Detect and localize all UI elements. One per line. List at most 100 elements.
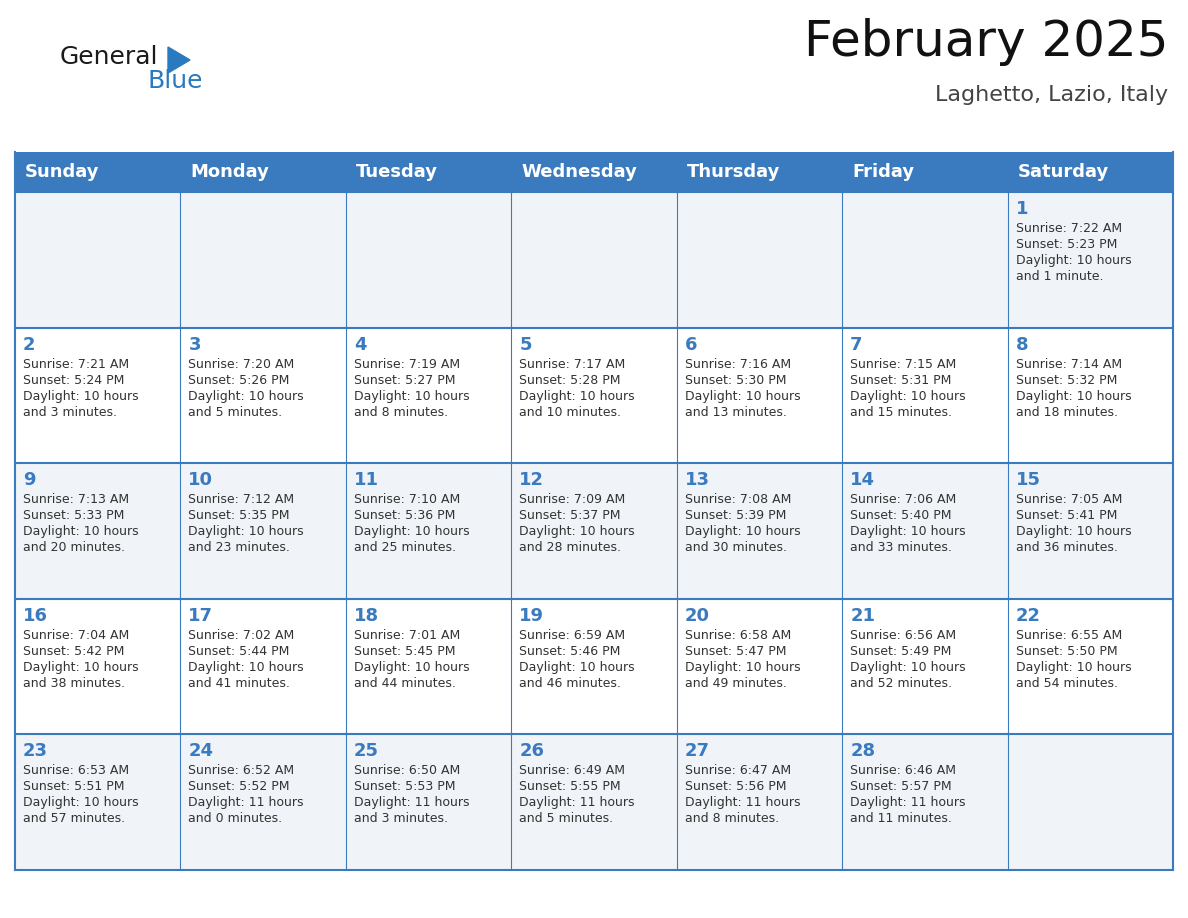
Text: and 8 minutes.: and 8 minutes. (684, 812, 779, 825)
Text: 5: 5 (519, 336, 532, 353)
Text: Sunrise: 7:12 AM: Sunrise: 7:12 AM (189, 493, 295, 506)
Text: Sunrise: 7:04 AM: Sunrise: 7:04 AM (23, 629, 129, 642)
Text: Sunset: 5:35 PM: Sunset: 5:35 PM (189, 509, 290, 522)
FancyBboxPatch shape (511, 152, 677, 192)
Text: 9: 9 (23, 471, 36, 489)
Text: 22: 22 (1016, 607, 1041, 625)
Text: Sunrise: 7:21 AM: Sunrise: 7:21 AM (23, 358, 129, 371)
Text: and 3 minutes.: and 3 minutes. (354, 812, 448, 825)
Text: and 20 minutes.: and 20 minutes. (23, 542, 125, 554)
Text: Sunrise: 7:05 AM: Sunrise: 7:05 AM (1016, 493, 1121, 506)
Text: and 11 minutes.: and 11 minutes. (851, 812, 952, 825)
Text: Sunset: 5:26 PM: Sunset: 5:26 PM (189, 374, 290, 386)
FancyBboxPatch shape (842, 152, 1007, 192)
Text: Daylight: 10 hours: Daylight: 10 hours (851, 389, 966, 403)
Text: Daylight: 10 hours: Daylight: 10 hours (519, 661, 634, 674)
Text: and 15 minutes.: and 15 minutes. (851, 406, 952, 419)
FancyBboxPatch shape (511, 599, 677, 734)
Text: Blue: Blue (148, 69, 203, 93)
Text: Sunset: 5:45 PM: Sunset: 5:45 PM (354, 644, 455, 658)
FancyBboxPatch shape (1007, 192, 1173, 328)
Text: 12: 12 (519, 471, 544, 489)
Text: Sunrise: 7:20 AM: Sunrise: 7:20 AM (189, 358, 295, 371)
FancyBboxPatch shape (842, 328, 1007, 464)
Text: and 1 minute.: and 1 minute. (1016, 270, 1104, 283)
Text: Saturday: Saturday (1018, 163, 1108, 181)
Text: Sunday: Sunday (25, 163, 100, 181)
Text: and 46 minutes.: and 46 minutes. (519, 677, 621, 689)
Text: 3: 3 (189, 336, 201, 353)
Text: 21: 21 (851, 607, 876, 625)
FancyBboxPatch shape (15, 599, 181, 734)
Text: Sunset: 5:46 PM: Sunset: 5:46 PM (519, 644, 620, 658)
Text: February 2025: February 2025 (803, 18, 1168, 66)
FancyBboxPatch shape (15, 328, 181, 464)
Text: Daylight: 11 hours: Daylight: 11 hours (354, 797, 469, 810)
Text: Sunrise: 6:49 AM: Sunrise: 6:49 AM (519, 765, 625, 778)
Text: 11: 11 (354, 471, 379, 489)
Text: Sunrise: 7:16 AM: Sunrise: 7:16 AM (684, 358, 791, 371)
Text: Daylight: 10 hours: Daylight: 10 hours (1016, 525, 1131, 538)
Text: Sunset: 5:37 PM: Sunset: 5:37 PM (519, 509, 621, 522)
FancyBboxPatch shape (346, 464, 511, 599)
FancyBboxPatch shape (1007, 599, 1173, 734)
Text: and 18 minutes.: and 18 minutes. (1016, 406, 1118, 419)
Text: Daylight: 11 hours: Daylight: 11 hours (519, 797, 634, 810)
Text: Sunrise: 7:14 AM: Sunrise: 7:14 AM (1016, 358, 1121, 371)
Text: Sunset: 5:41 PM: Sunset: 5:41 PM (1016, 509, 1117, 522)
FancyBboxPatch shape (15, 192, 181, 328)
Text: Thursday: Thursday (687, 163, 781, 181)
Text: Daylight: 10 hours: Daylight: 10 hours (1016, 661, 1131, 674)
Text: Sunrise: 7:08 AM: Sunrise: 7:08 AM (684, 493, 791, 506)
Text: and 25 minutes.: and 25 minutes. (354, 542, 456, 554)
Text: 7: 7 (851, 336, 862, 353)
FancyBboxPatch shape (346, 599, 511, 734)
Text: and 38 minutes.: and 38 minutes. (23, 677, 125, 689)
Text: Daylight: 10 hours: Daylight: 10 hours (354, 525, 469, 538)
Text: Laghetto, Lazio, Italy: Laghetto, Lazio, Italy (935, 85, 1168, 105)
Text: Daylight: 11 hours: Daylight: 11 hours (851, 797, 966, 810)
FancyBboxPatch shape (346, 734, 511, 870)
Text: Sunset: 5:33 PM: Sunset: 5:33 PM (23, 509, 125, 522)
Text: Daylight: 11 hours: Daylight: 11 hours (684, 797, 801, 810)
FancyBboxPatch shape (181, 328, 346, 464)
Text: and 57 minutes.: and 57 minutes. (23, 812, 125, 825)
FancyBboxPatch shape (677, 152, 842, 192)
Text: 26: 26 (519, 743, 544, 760)
Text: 19: 19 (519, 607, 544, 625)
Text: Sunrise: 7:10 AM: Sunrise: 7:10 AM (354, 493, 460, 506)
Text: Sunset: 5:50 PM: Sunset: 5:50 PM (1016, 644, 1117, 658)
Text: 6: 6 (684, 336, 697, 353)
FancyBboxPatch shape (511, 328, 677, 464)
FancyBboxPatch shape (181, 734, 346, 870)
Text: Daylight: 10 hours: Daylight: 10 hours (189, 389, 304, 403)
FancyBboxPatch shape (181, 464, 346, 599)
Text: 16: 16 (23, 607, 48, 625)
Text: Sunrise: 6:47 AM: Sunrise: 6:47 AM (684, 765, 791, 778)
Text: Sunset: 5:40 PM: Sunset: 5:40 PM (851, 509, 952, 522)
Text: Daylight: 10 hours: Daylight: 10 hours (23, 525, 139, 538)
FancyBboxPatch shape (677, 599, 842, 734)
Text: 8: 8 (1016, 336, 1028, 353)
Text: and 36 minutes.: and 36 minutes. (1016, 542, 1118, 554)
Text: 18: 18 (354, 607, 379, 625)
Text: Sunrise: 7:06 AM: Sunrise: 7:06 AM (851, 493, 956, 506)
Text: 10: 10 (189, 471, 214, 489)
FancyBboxPatch shape (842, 192, 1007, 328)
Text: 28: 28 (851, 743, 876, 760)
Text: 13: 13 (684, 471, 709, 489)
Text: Sunset: 5:55 PM: Sunset: 5:55 PM (519, 780, 621, 793)
FancyBboxPatch shape (1007, 464, 1173, 599)
Text: Sunrise: 6:53 AM: Sunrise: 6:53 AM (23, 765, 129, 778)
Text: 24: 24 (189, 743, 214, 760)
Text: Sunset: 5:53 PM: Sunset: 5:53 PM (354, 780, 455, 793)
Text: and 10 minutes.: and 10 minutes. (519, 406, 621, 419)
Text: Sunset: 5:52 PM: Sunset: 5:52 PM (189, 780, 290, 793)
Text: and 5 minutes.: and 5 minutes. (519, 812, 613, 825)
Text: Daylight: 10 hours: Daylight: 10 hours (354, 389, 469, 403)
Text: and 54 minutes.: and 54 minutes. (1016, 677, 1118, 689)
Text: Sunset: 5:49 PM: Sunset: 5:49 PM (851, 644, 952, 658)
Text: Friday: Friday (852, 163, 915, 181)
Text: Daylight: 10 hours: Daylight: 10 hours (23, 797, 139, 810)
Text: and 23 minutes.: and 23 minutes. (189, 542, 290, 554)
